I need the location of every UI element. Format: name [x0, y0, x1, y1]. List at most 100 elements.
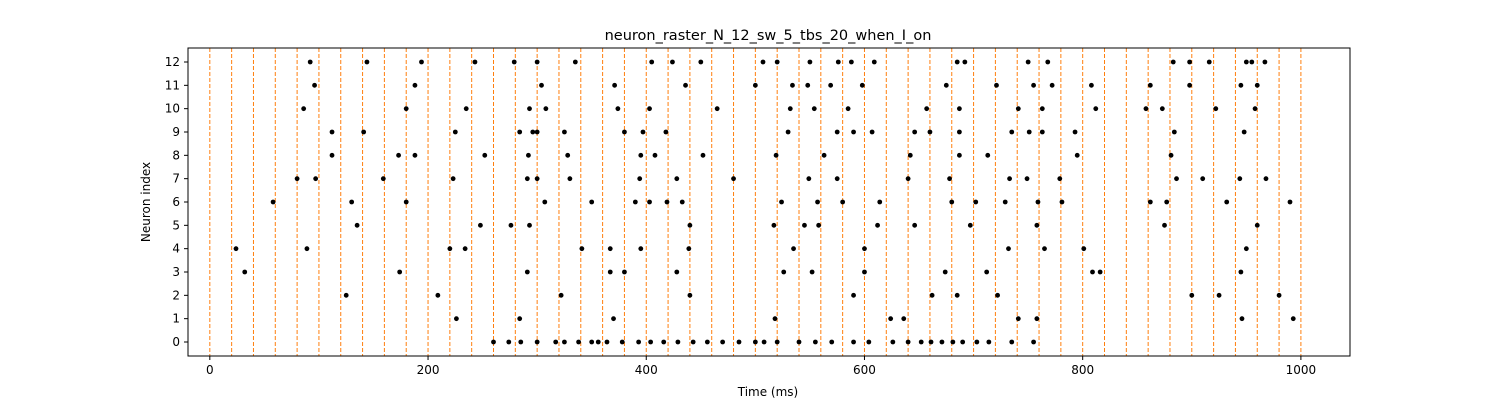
spike-n0-32 [950, 339, 956, 345]
spike-n9-13 [869, 129, 875, 135]
spike-n7-19 [1237, 176, 1243, 182]
spike-n5-0 [354, 222, 360, 228]
spike-n2-0 [343, 292, 349, 298]
spike-n11-9 [859, 82, 865, 88]
spike-n6-13 [949, 199, 955, 205]
spike-n8-7 [652, 152, 658, 158]
spike-n2-3 [687, 292, 693, 298]
spike-n3-6 [781, 269, 787, 275]
spike-n9-10 [785, 129, 791, 135]
spike-n2-7 [995, 292, 1000, 298]
spike-n0-24 [829, 339, 835, 345]
spike-n0-0 [491, 339, 496, 345]
spike-n10-17 [1159, 106, 1165, 112]
spike-n7-10 [806, 176, 812, 182]
spike-n7-17 [1174, 176, 1179, 182]
spike-n4-7 [686, 246, 692, 252]
spike-n0-19 [752, 339, 758, 345]
spike-n8-15 [1168, 152, 1174, 158]
spike-n1-9 [1290, 316, 1296, 322]
spike-n2-6 [954, 292, 960, 298]
spike-n10-10 [845, 106, 851, 112]
y-tick-label-0: 0 [172, 335, 180, 349]
spike-n0-4 [553, 339, 559, 345]
y-tick-label-10: 10 [165, 102, 180, 116]
spike-n8-4 [526, 152, 531, 158]
spike-n10-0 [301, 106, 307, 112]
spike-n7-18 [1200, 176, 1206, 182]
spike-n12-7 [649, 59, 655, 65]
spike-n5-6 [802, 222, 807, 228]
spike-n12-11 [774, 59, 780, 65]
spike-n6-16 [1035, 199, 1041, 205]
spike-n0-8 [595, 339, 601, 345]
spike-n6-19 [1164, 199, 1170, 205]
spike-n10-19 [1252, 106, 1258, 112]
spike-n0-5 [562, 339, 567, 345]
spike-n7-14 [1007, 176, 1012, 182]
spike-n3-8 [862, 269, 867, 275]
spike-n2-8 [1189, 292, 1195, 298]
spike-n9-4 [530, 129, 536, 135]
vlines-layer [209, 48, 1302, 356]
spike-n12-22 [1206, 59, 1212, 65]
spike-n11-2 [539, 82, 544, 88]
spike-n0-3 [534, 339, 540, 345]
spike-n11-5 [752, 82, 758, 88]
spike-n0-28 [905, 339, 911, 345]
spike-n5-5 [771, 222, 777, 228]
spike-n0-18 [736, 339, 742, 345]
spike-n12-13 [835, 59, 841, 65]
y-tick-label-12: 12 [165, 55, 180, 69]
spike-n6-1 [349, 199, 355, 205]
spike-n12-16 [954, 59, 960, 65]
x-tick-label-200: 200 [417, 363, 440, 377]
spike-n4-13 [1243, 246, 1249, 252]
spike-n10-9 [811, 106, 817, 112]
spike-n9-20 [1072, 129, 1078, 135]
spike-n3-9 [942, 269, 948, 275]
spike-n0-21 [774, 339, 780, 345]
x-tick-label-600: 600 [853, 363, 876, 377]
spike-n0-33 [960, 339, 966, 345]
spike-n9-19 [1039, 129, 1045, 135]
spike-n12-20 [1170, 59, 1176, 65]
spike-n8-1 [396, 152, 401, 158]
spike-n4-1 [304, 246, 310, 252]
spike-n0-29 [918, 339, 924, 345]
spike-n8-5 [565, 152, 571, 158]
spike-n9-9 [663, 129, 669, 135]
spike-n5-3 [527, 222, 532, 228]
spike-n12-8 [670, 59, 675, 65]
spike-n11-10 [943, 82, 949, 88]
spike-n8-6 [638, 152, 644, 158]
spike-n5-7 [816, 222, 822, 228]
spike-n5-9 [912, 222, 918, 228]
spike-n10-4 [543, 106, 549, 112]
spike-n11-18 [1254, 82, 1260, 88]
spike-n8-0 [329, 152, 335, 158]
spike-n5-12 [1162, 222, 1167, 228]
spike-n3-1 [397, 269, 403, 275]
spike-n10-12 [956, 106, 962, 112]
spike-n4-4 [579, 246, 585, 252]
spike-n0-22 [796, 339, 802, 345]
spike-n8-13 [985, 152, 991, 158]
y-tick-label-9: 9 [172, 125, 180, 139]
spike-n2-2 [558, 292, 564, 298]
spike-n7-11 [834, 176, 840, 182]
spike-n5-10 [967, 222, 973, 228]
spike-n11-13 [1049, 82, 1055, 88]
spike-n10-13 [1015, 106, 1021, 112]
spike-n1-2 [611, 316, 616, 322]
spike-n11-1 [412, 82, 418, 88]
spike-n9-16 [956, 129, 962, 135]
spike-n9-3 [517, 129, 523, 135]
spike-n12-23 [1243, 59, 1249, 65]
spike-n12-24 [1249, 59, 1255, 65]
spike-n4-10 [1006, 246, 1011, 252]
spike-n0-36 [1009, 339, 1015, 345]
spike-n11-7 [805, 82, 811, 88]
x-axis-label: Time (ms) [737, 385, 799, 399]
